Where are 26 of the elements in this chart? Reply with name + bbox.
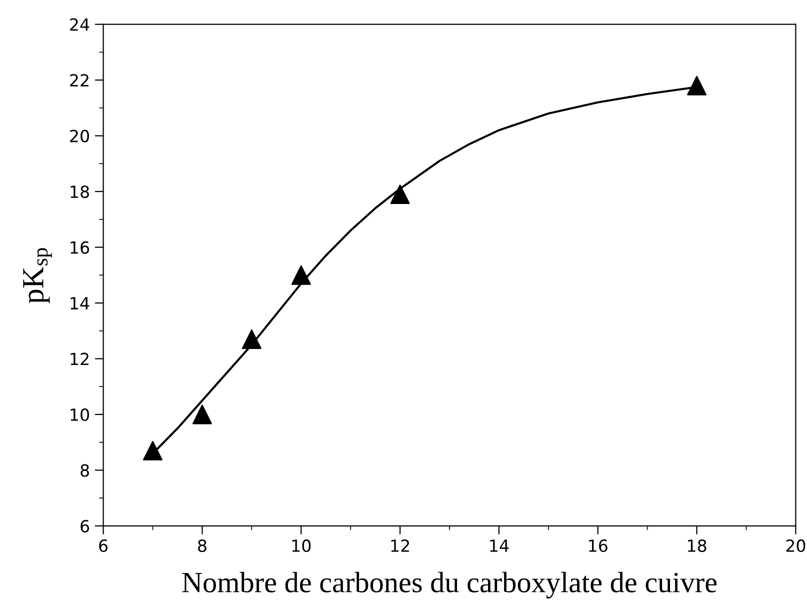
y-tick-label: 18 bbox=[70, 185, 89, 198]
x-tick-label: 6 bbox=[99, 539, 108, 552]
y-tick-label: 20 bbox=[70, 130, 89, 142]
y-tick-label: 24 bbox=[70, 18, 90, 31]
y-tick-label: 14 bbox=[70, 297, 90, 310]
x-tick-label: 16 bbox=[589, 539, 608, 552]
x-tick-label: 12 bbox=[391, 539, 409, 552]
point bbox=[192, 404, 212, 424]
point bbox=[390, 184, 410, 204]
y-axis-title: pK$_{sp}$ bbox=[23, 248, 52, 304]
x-tick-label: 18 bbox=[688, 539, 706, 552]
y-tick-label: 12 bbox=[70, 352, 88, 366]
point bbox=[687, 76, 707, 96]
x-tick-label: 10 bbox=[292, 539, 311, 552]
y-tick-label: 6 bbox=[80, 520, 90, 532]
x-tick-label: 8 bbox=[198, 539, 206, 552]
x-axis-title: Nombre de carbones du carboxylate de cuivre bbox=[182, 572, 717, 598]
point bbox=[291, 265, 311, 285]
x-tick-label: 14 bbox=[490, 540, 509, 552]
y-tick-label: 10 bbox=[70, 408, 89, 422]
x-tick-label: 20 bbox=[786, 539, 806, 552]
point bbox=[143, 440, 163, 460]
point bbox=[242, 329, 262, 349]
y-tick-label: 8 bbox=[80, 464, 89, 477]
y-tick-label: 22 bbox=[70, 74, 88, 86]
y-tick-label: 16 bbox=[70, 241, 90, 254]
